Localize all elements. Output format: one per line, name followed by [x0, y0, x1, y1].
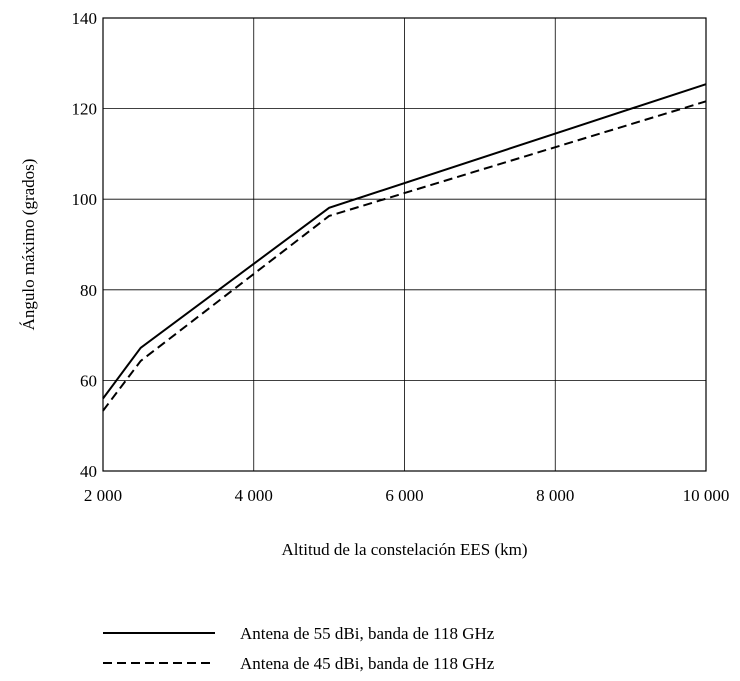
legend-label-1: Antena de 55 dBi, banda de 118 GHz — [240, 624, 495, 643]
legend: Antena de 55 dBi, banda de 118 GHz Antena… — [103, 624, 495, 673]
series-layer — [102, 83, 707, 412]
x-tick-label: 6 000 — [385, 486, 423, 505]
plot-frame — [102, 17, 707, 472]
x-axis-label: Altitud de la constelación EES (km) — [282, 540, 528, 559]
y-axis-ticks: 40 60 80 100 120 140 — [72, 9, 98, 481]
series-line-1 — [102, 83, 707, 400]
y-tick-label: 120 — [72, 100, 98, 119]
y-tick-label: 100 — [72, 190, 98, 209]
x-tick-label: 2 000 — [84, 486, 122, 505]
legend-label-2: Antena de 45 dBi, banda de 118 GHz — [240, 654, 495, 673]
y-axis-label: Ángulo máximo (grados) — [19, 159, 38, 331]
x-tick-label: 10 000 — [683, 486, 730, 505]
x-axis-ticks: 2 000 4 000 6 000 8 000 10 000 — [84, 486, 730, 505]
y-tick-label: 80 — [80, 281, 97, 300]
grid — [102, 17, 707, 472]
y-tick-label: 140 — [72, 9, 98, 28]
x-tick-label: 8 000 — [536, 486, 574, 505]
y-tick-label: 40 — [80, 462, 97, 481]
y-tick-label: 60 — [80, 371, 97, 390]
series-line-2 — [102, 100, 707, 412]
x-tick-label: 4 000 — [235, 486, 273, 505]
